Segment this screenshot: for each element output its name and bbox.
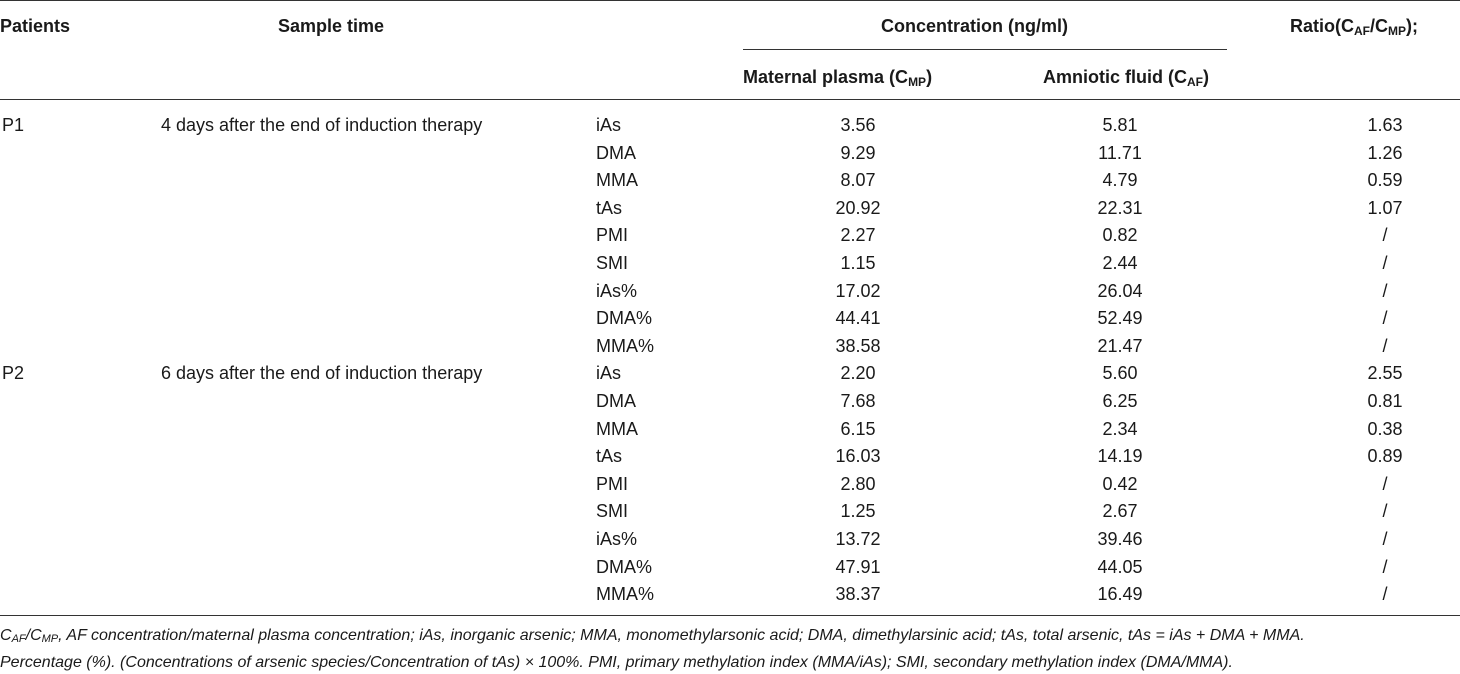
row-label: iAs%: [596, 529, 638, 549]
ratio-value: 1.26: [1367, 142, 1403, 163]
maternal-plasma-value: 20.92: [835, 197, 881, 218]
ratio-value: 1.63: [1367, 115, 1403, 135]
maternal-plasma-value: 3.56: [840, 115, 876, 135]
row-label: MMA: [596, 418, 638, 439]
row-label: tAs: [596, 197, 623, 218]
maternal-plasma-value: 1.15: [840, 253, 876, 273]
amniotic-fluid-value: 6.25: [1102, 391, 1138, 411]
row-label: SMI: [596, 253, 629, 273]
amniotic-fluid-value: 52.49: [1097, 308, 1143, 329]
maternal-plasma-value: 16.03: [835, 446, 881, 467]
row-label: PMI: [596, 473, 629, 494]
header-patients: Patients: [0, 16, 71, 36]
header-concentration: Concentration (ng/ml): [881, 16, 1068, 36]
header-bottom-rule: [0, 99, 1460, 100]
ratio-value: /: [1382, 335, 1388, 356]
ratio-value: 0.38: [1367, 418, 1403, 439]
maternal-plasma-value: 1.25: [840, 501, 876, 522]
amniotic-fluid-value: 2.67: [1102, 501, 1138, 522]
ratio-value: /: [1382, 584, 1388, 605]
header-amniotic-fluid: Amniotic fluid (CAF): [1043, 67, 1209, 89]
table-bottom-rule: [0, 615, 1460, 616]
ratio-value: 2.55: [1367, 363, 1403, 384]
row-label: PMI: [596, 225, 629, 246]
footnote-line-2: Percentage (%). (Concentrations of arsen…: [0, 654, 1233, 671]
maternal-plasma-value: 2.27: [840, 225, 876, 246]
maternal-plasma-value: 8.07: [840, 170, 876, 191]
maternal-plasma-value: 38.37: [835, 584, 881, 605]
ratio-value: /: [1382, 501, 1388, 522]
amniotic-fluid-value: 0.82: [1102, 225, 1138, 246]
amniotic-fluid-value: 4.79: [1102, 170, 1138, 191]
row-label: iAs: [596, 363, 622, 384]
maternal-plasma-value: 13.72: [835, 529, 881, 549]
amniotic-fluid-value: 26.04: [1097, 280, 1143, 301]
ratio-value: 1.07: [1367, 197, 1403, 218]
ratio-value: /: [1382, 280, 1388, 301]
maternal-plasma-value: 17.02: [835, 280, 881, 301]
amniotic-fluid-value: 14.19: [1097, 446, 1143, 467]
amniotic-fluid-value: 2.44: [1102, 253, 1138, 273]
amniotic-fluid-value: 16.49: [1097, 584, 1143, 605]
concentration-subrule: [743, 49, 1227, 50]
maternal-plasma-value: 38.58: [835, 335, 881, 356]
maternal-plasma-value: 7.68: [840, 391, 876, 411]
amniotic-fluid-value: 44.05: [1097, 556, 1143, 577]
ratio-value: 0.81: [1367, 391, 1403, 411]
footnote-line-1: CAF/CMP, AF concentration/maternal plasm…: [0, 627, 1305, 645]
amniotic-fluid-value: 5.81: [1102, 115, 1138, 135]
amniotic-fluid-value: 39.46: [1097, 529, 1143, 549]
maternal-plasma-value: 44.41: [835, 308, 881, 329]
header-sample-time: Sample time: [278, 16, 385, 36]
amniotic-fluid-value: 11.71: [1098, 142, 1142, 163]
maternal-plasma-value: 2.80: [840, 473, 876, 494]
patient-id: P2: [2, 363, 25, 384]
amniotic-fluid-value: 0.42: [1102, 473, 1138, 494]
ratio-value: /: [1382, 308, 1388, 329]
sample-time: 6 days after the end of induction therap…: [161, 363, 483, 384]
ratio-value: /: [1382, 473, 1388, 494]
maternal-plasma-value: 9.29: [840, 142, 876, 163]
maternal-plasma-value: 2.20: [840, 363, 876, 384]
row-label: MMA%: [596, 335, 654, 356]
ratio-value: /: [1382, 556, 1388, 577]
row-label: tAs: [596, 446, 623, 467]
table-top-rule: [0, 0, 1460, 1]
row-label: DMA%: [596, 556, 653, 577]
row-label: MMA: [596, 170, 638, 191]
row-label: SMI: [596, 501, 629, 522]
maternal-plasma-value: 47.91: [835, 556, 881, 577]
row-label: MMA%: [596, 584, 654, 605]
header-ratio: Ratio(CAF/CMP);: [1290, 16, 1418, 38]
row-label: DMA: [596, 142, 636, 163]
row-label: DMA: [596, 391, 636, 411]
row-label: iAs: [596, 115, 622, 135]
ratio-value: /: [1382, 225, 1388, 246]
table-footnote: CAF/CMP, AF concentration/maternal plasm…: [0, 624, 1460, 674]
header-maternal-plasma: Maternal plasma (CMP): [743, 67, 933, 89]
ratio-value: 0.89: [1367, 446, 1403, 467]
amniotic-fluid-value: 2.34: [1102, 418, 1138, 439]
maternal-plasma-value: 6.15: [840, 418, 876, 439]
row-label: DMA%: [596, 308, 653, 329]
patient-id: P1: [2, 115, 25, 135]
amniotic-fluid-value: 5.60: [1102, 363, 1138, 384]
amniotic-fluid-value: 22.31: [1097, 197, 1143, 218]
ratio-value: 0.59: [1367, 170, 1403, 191]
amniotic-fluid-value: 21.47: [1097, 335, 1143, 356]
ratio-value: /: [1382, 253, 1388, 273]
row-label: iAs%: [596, 280, 638, 301]
sample-time: 4 days after the end of induction therap…: [161, 115, 483, 135]
ratio-value: /: [1382, 529, 1388, 549]
